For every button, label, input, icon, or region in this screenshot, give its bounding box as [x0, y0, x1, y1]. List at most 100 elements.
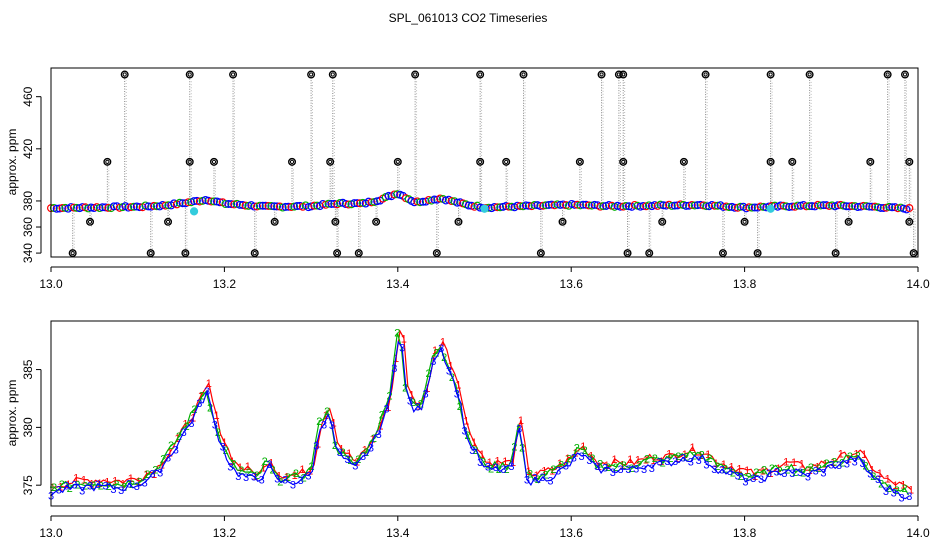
- bottom-point-label-2: 2: [74, 479, 80, 491]
- top-outlier-point: [658, 217, 667, 226]
- bottom-point-label-3: 3: [407, 395, 413, 407]
- top-outlier-point: [333, 219, 338, 224]
- top-x-tick-label: 13.6: [560, 277, 584, 291]
- bottom-point-label-1: 1: [159, 460, 165, 472]
- top-outlier-point: [577, 159, 582, 164]
- top-outlier-point: [753, 249, 762, 258]
- top-outlier-point: [831, 249, 840, 258]
- bottom-point-label-1: 1: [572, 448, 578, 460]
- bottom-point-label-2: 2: [519, 442, 525, 454]
- bottom-point-label-3: 3: [672, 456, 678, 468]
- bottom-point-label-2: 2: [706, 453, 712, 465]
- top-outlier-point: [536, 249, 545, 258]
- bottom-point-label-1: 1: [331, 417, 337, 429]
- bottom-point-label-3: 3: [508, 461, 514, 473]
- top-outlier-point: [701, 70, 710, 79]
- top-outlier-point: [718, 249, 727, 258]
- top-outlier-point: [909, 249, 918, 258]
- top-outlier-point: [597, 70, 606, 79]
- bottom-point-label-2: 2: [402, 382, 408, 394]
- bottom-point-label-1: 1: [167, 448, 173, 460]
- top-outlier-point: [681, 159, 687, 164]
- top-outlier-point: [164, 217, 173, 226]
- top-data-point: [624, 202, 633, 211]
- top-data-point: [722, 202, 731, 211]
- bottom-point-label-3: 3: [157, 467, 163, 479]
- bottom-x-tick-label: 13.6: [560, 526, 584, 540]
- top-outlier-point: [395, 159, 400, 164]
- top-outlier-point: [165, 219, 171, 224]
- bottom-point-label-1: 1: [744, 465, 750, 477]
- bottom-point-label-3: 3: [274, 474, 280, 486]
- top-data-point: [670, 201, 679, 210]
- top-data-point: [158, 201, 167, 210]
- top-outlier-point: [742, 219, 747, 224]
- bottom-point-label-3: 3: [750, 473, 756, 485]
- top-data-point: [813, 200, 822, 209]
- bottom-point-label-3: 3: [181, 427, 187, 439]
- bottom-point-label-3: 3: [71, 480, 77, 492]
- bottom-point-label-3: 3: [703, 459, 709, 471]
- top-outlier-point: [478, 159, 483, 164]
- top-outlier-point: [866, 157, 875, 166]
- top-outlier-point: [270, 217, 279, 226]
- top-plot-frame: [50, 67, 919, 258]
- bottom-point-label-2: 2: [714, 461, 720, 473]
- bottom-point-label-2: 2: [675, 451, 681, 463]
- bottom-point-label-1: 1: [362, 445, 368, 457]
- top-data-point: [693, 201, 702, 210]
- bottom-point-label-2: 2: [839, 457, 845, 469]
- bottom-point-label-2: 2: [184, 421, 190, 433]
- bottom-point-label-1: 1: [307, 466, 313, 478]
- bottom-point-label-3: 3: [313, 441, 319, 453]
- bottom-series-line-3: [50, 340, 910, 500]
- bottom-point-label-3: 3: [735, 470, 741, 482]
- top-outlier-point: [432, 249, 441, 258]
- bottom-point-label-1: 1: [861, 449, 867, 461]
- top-data-point: [52, 204, 61, 213]
- bottom-point-label-3: 3: [204, 386, 210, 398]
- bottom-point-label-1: 1: [416, 400, 422, 412]
- bottom-point-label-1: 1: [463, 415, 469, 427]
- top-data-point: [258, 201, 267, 210]
- top-outlier-point: [623, 249, 632, 258]
- top-outlier-point: [330, 72, 335, 77]
- bottom-point-label-3: 3: [867, 469, 873, 481]
- bottom-point-label-1: 1: [198, 390, 204, 402]
- bottom-point-label-2: 2: [582, 445, 588, 457]
- bottom-point-label-2: 2: [527, 469, 533, 481]
- bottom-point-label-2: 2: [823, 458, 829, 470]
- top-outlier-point: [335, 250, 340, 256]
- top-data-point: [848, 202, 857, 211]
- bottom-point-label-1: 1: [557, 458, 563, 470]
- bottom-point-label-2: 2: [628, 463, 634, 475]
- bottom-point-label-1: 1: [549, 465, 555, 477]
- bottom-point-label-2: 2: [285, 472, 291, 484]
- bottom-point-label-3: 3: [376, 429, 382, 441]
- bottom-point-label-1: 1: [315, 439, 321, 451]
- top-data-point: [690, 201, 699, 210]
- top-data-point: [324, 199, 333, 208]
- top-data-point: [124, 203, 133, 212]
- top-outlier-point: [502, 157, 511, 166]
- bottom-point-label-2: 2: [465, 430, 471, 442]
- bottom-point-label-3: 3: [649, 463, 655, 475]
- top-data-point: [521, 201, 530, 210]
- bottom-point-label-1: 1: [260, 462, 266, 474]
- bottom-point-label-2: 2: [191, 404, 197, 416]
- top-data-point: [865, 202, 874, 211]
- bottom-point-label-2: 2: [379, 410, 385, 422]
- top-data-point: [513, 201, 522, 210]
- top-x-tick-label: 13.0: [39, 277, 63, 291]
- bottom-x-tick-label: 13.0: [39, 526, 63, 540]
- bottom-point-label-3: 3: [118, 485, 124, 497]
- bottom-point-label-2: 2: [340, 447, 346, 459]
- top-outlier-point: [68, 249, 77, 258]
- top-outlier-point: [187, 159, 192, 164]
- top-outlier-point: [183, 250, 188, 256]
- top-data-point: [178, 199, 187, 208]
- bottom-point-label-3: 3: [789, 468, 795, 480]
- top-data-point: [98, 203, 107, 212]
- bottom-point-label-2: 2: [753, 467, 759, 479]
